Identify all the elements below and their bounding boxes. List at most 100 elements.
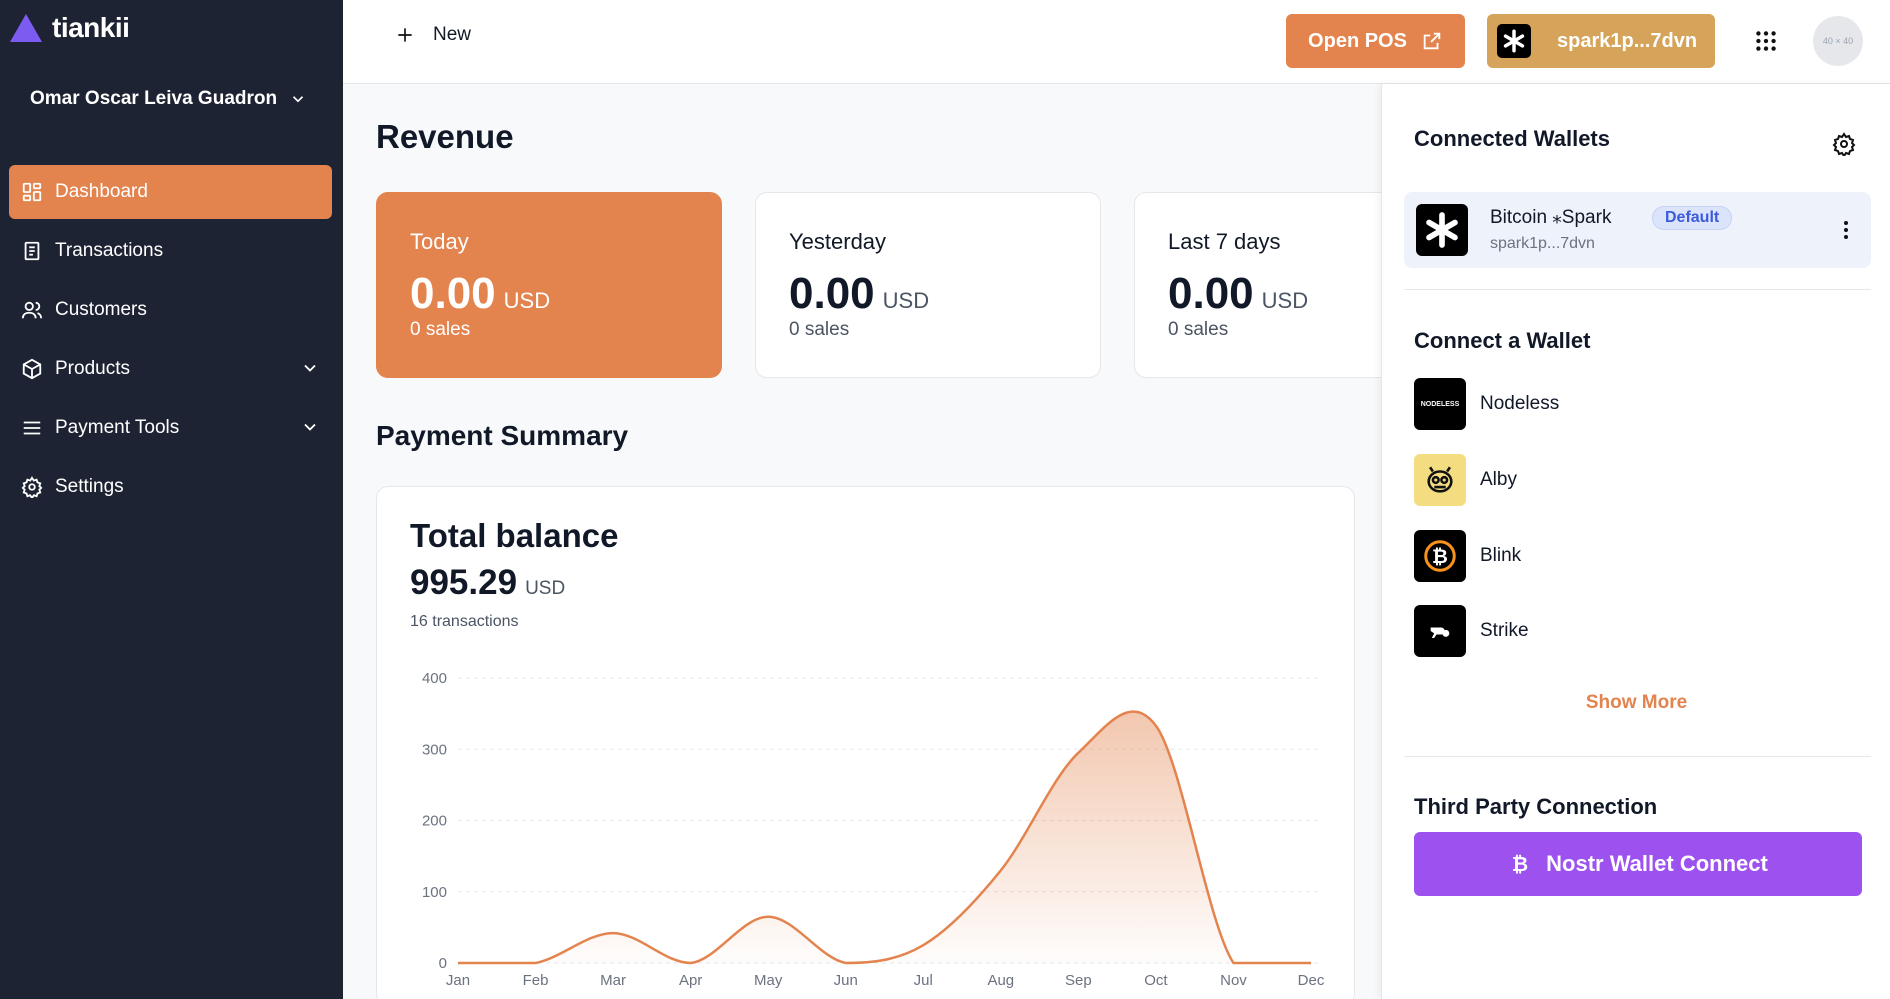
- more-vertical-icon[interactable]: [1834, 218, 1858, 242]
- card-value: 0.00: [410, 269, 496, 318]
- brand-logo-icon: [10, 14, 42, 42]
- open-pos-button[interactable]: Open POS: [1286, 14, 1465, 68]
- card-value: 0.00: [1168, 269, 1254, 318]
- data-point-nov[interactable]: [1230, 960, 1236, 966]
- nodeless-logo: NODELESS: [1414, 378, 1466, 430]
- avatar[interactable]: 40 × 40: [1813, 16, 1863, 66]
- revenue-card-yesterday[interactable]: Yesterday 0.00 USD 0 sales: [755, 192, 1101, 378]
- wallet-panel: Connected Wallets Bitcoin ⁎Spark Default…: [1381, 84, 1890, 999]
- revenue-card-today[interactable]: Today 0.00 USD 0 sales: [376, 192, 722, 378]
- external-link-icon: [1423, 32, 1441, 50]
- sidebar-item-customers[interactable]: Customers: [9, 283, 332, 337]
- card-value-wrap: 0.00 USD: [789, 269, 929, 319]
- card-currency: USD: [1261, 288, 1309, 313]
- sidebar-item-label: Products: [55, 358, 130, 379]
- show-more-link[interactable]: Show More: [1585, 692, 1688, 713]
- x-tick-label: Nov: [1220, 972, 1247, 989]
- revenue-title: Revenue: [376, 118, 514, 155]
- y-tick-label: 400: [422, 670, 447, 687]
- x-tick-label: Jul: [914, 972, 933, 989]
- plus-icon: [398, 28, 412, 42]
- open-pos-label: Open POS: [1308, 29, 1407, 52]
- card-sales: 0 sales: [789, 319, 850, 340]
- connected-wallet-name: Bitcoin ⁎Spark: [1490, 207, 1612, 228]
- x-tick-label: Sep: [1065, 972, 1092, 989]
- wallet-option-label: Strike: [1480, 620, 1529, 641]
- spark-icon: [1497, 24, 1531, 58]
- wallet-option-blink[interactable]: ₿ Blink: [1414, 530, 1521, 582]
- receipt-icon: [24, 241, 40, 261]
- org-name: Omar Oscar Leiva Guadron: [30, 88, 278, 109]
- nostr-wallet-connect-label: Nostr Wallet Connect: [1546, 851, 1768, 876]
- x-tick-label: Jun: [834, 972, 858, 989]
- sidebar-item-label: Customers: [55, 299, 147, 320]
- x-tick-label: Apr: [679, 972, 702, 989]
- chevron-down-icon: [304, 364, 316, 372]
- chevron-down-icon: [293, 96, 304, 103]
- gear-icon[interactable]: [1832, 132, 1856, 156]
- chevron-down-icon: [304, 423, 316, 431]
- card-label: Last 7 days: [1168, 229, 1281, 254]
- wallet-option-strike[interactable]: Strike: [1414, 605, 1529, 657]
- wallet-option-alby[interactable]: Alby: [1414, 454, 1517, 506]
- card-currency: USD: [503, 288, 551, 313]
- connect-wallet-title: Connect a Wallet: [1414, 328, 1591, 353]
- data-point-apr[interactable]: [688, 960, 694, 966]
- sidebar-item-transactions[interactable]: Transactions: [9, 224, 332, 278]
- balance-area: [458, 711, 1311, 963]
- alby-bee-icon: [1414, 454, 1466, 506]
- sidebar-item-label: Payment Tools: [55, 417, 180, 438]
- data-point-oct[interactable]: [1153, 723, 1159, 729]
- gear-icon: [21, 476, 43, 498]
- data-point-feb[interactable]: [533, 960, 539, 966]
- dashboard-icon: [22, 182, 42, 202]
- sidebar-item-settings[interactable]: Settings: [9, 460, 332, 514]
- x-tick-label: May: [754, 972, 783, 989]
- transaction-count: 16 transactions: [410, 613, 519, 630]
- data-point-may[interactable]: [765, 914, 771, 920]
- data-point-jun[interactable]: [843, 960, 849, 966]
- sidebar-item-products[interactable]: Products: [9, 342, 332, 396]
- brand[interactable]: tiankii: [10, 12, 130, 44]
- y-tick-label: 100: [422, 884, 447, 901]
- third-party-title: Third Party Connection: [1414, 794, 1658, 819]
- default-badge: Default: [1652, 206, 1733, 230]
- sidebar-item-label: Dashboard: [55, 181, 148, 202]
- sidebar-item-payment-tools[interactable]: Payment Tools: [9, 401, 332, 455]
- x-tick-label: Dec: [1298, 972, 1325, 989]
- sidebar-item-dashboard[interactable]: Dashboard: [9, 165, 332, 219]
- nostr-wallet-connect-button[interactable]: ₿ Nostr Wallet Connect: [1414, 832, 1862, 896]
- wallet-option-nodeless[interactable]: NODELESS Nodeless: [1414, 378, 1559, 430]
- total-balance-value-wrap: 995.29 USD: [410, 563, 565, 603]
- total-balance-value: 995.29: [410, 563, 518, 602]
- wallet-selector-label: spark1p...7dvn: [1557, 29, 1698, 52]
- card-label: Today: [410, 229, 469, 254]
- divider: [1404, 756, 1871, 757]
- card-value-wrap: 0.00 USD: [410, 269, 550, 319]
- data-point-sep[interactable]: [1075, 750, 1081, 756]
- org-switcher[interactable]: Omar Oscar Leiva Guadron: [30, 88, 307, 110]
- card-value: 0.00: [789, 269, 875, 318]
- wallet-selector-button[interactable]: spark1p...7dvn: [1487, 14, 1715, 68]
- data-point-jul[interactable]: [920, 942, 926, 948]
- brand-name: tiankii: [52, 12, 130, 43]
- wallet-option-label: Alby: [1480, 469, 1517, 490]
- data-point-mar[interactable]: [610, 930, 616, 936]
- new-button[interactable]: New: [395, 24, 471, 46]
- connected-wallet-row[interactable]: Bitcoin ⁎Spark Default spark1p...7dvn: [1404, 192, 1871, 268]
- svg-text:₿: ₿: [1512, 852, 1528, 876]
- y-tick-label: 0: [439, 955, 447, 972]
- svg-text:₿: ₿: [1432, 545, 1448, 568]
- connected-wallets-title: Connected Wallets: [1414, 126, 1610, 151]
- bitcoin-icon: ₿: [1512, 852, 1528, 876]
- users-icon: [21, 301, 43, 319]
- payment-summary-title: Payment Summary: [376, 420, 629, 451]
- x-tick-label: Mar: [600, 972, 626, 989]
- data-point-jan[interactable]: [455, 960, 461, 966]
- x-tick-label: Aug: [987, 972, 1014, 989]
- data-point-aug[interactable]: [998, 867, 1004, 873]
- x-tick-label: Oct: [1144, 972, 1168, 989]
- data-point-dec[interactable]: [1308, 960, 1314, 966]
- divider: [1404, 289, 1871, 290]
- apps-grid-icon[interactable]: [1753, 28, 1779, 54]
